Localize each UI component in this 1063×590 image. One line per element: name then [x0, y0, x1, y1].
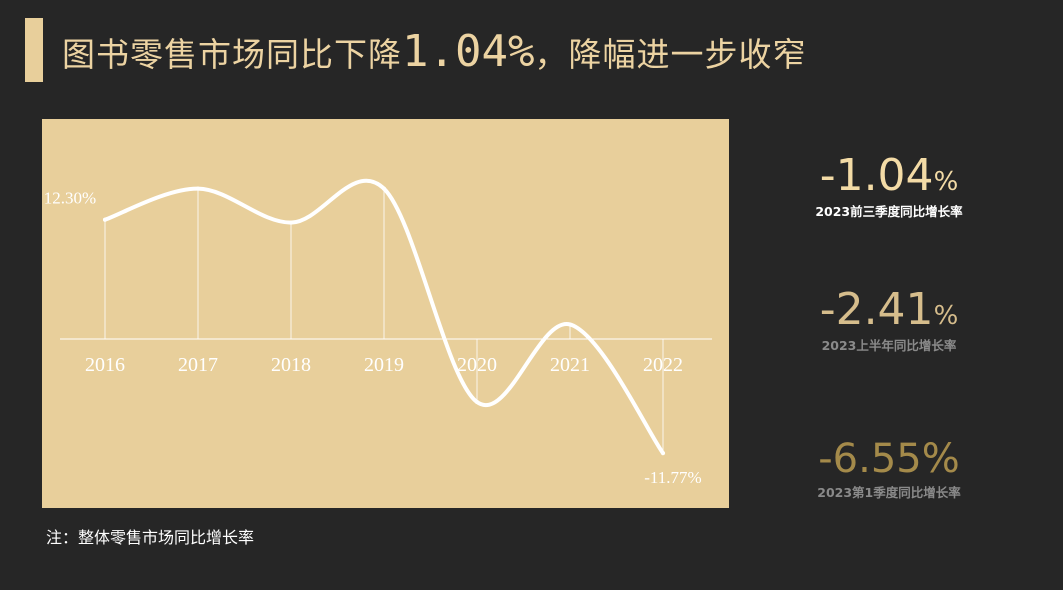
- stat-value: -2.41%: [819, 284, 959, 335]
- x-tick-label-2020: 2020: [457, 354, 497, 376]
- chart-panel: 2016 2017 2018 2019 2020 2021 2022 12.30% -11.77…: [42, 119, 729, 508]
- stat-value: -6.55%: [818, 436, 960, 482]
- title-accent-bar: [25, 18, 43, 82]
- data-point-2021: [568, 322, 572, 327]
- data-label-2022: -11.77%: [644, 468, 701, 487]
- x-tick-label-2018: 2018: [271, 354, 311, 376]
- data-point-2020: [475, 400, 479, 405]
- stat-caption: 2023第1季度同比增长率: [817, 485, 961, 500]
- stat-h1: -2.41% 2023上半年同比增长率: [800, 284, 978, 354]
- data-label-2016: 12.30%: [44, 189, 96, 208]
- data-point-2016: [103, 217, 107, 222]
- stat-value: -1.04%: [819, 150, 959, 201]
- data-point-2019: [382, 186, 386, 191]
- x-tick-label-2017: 2017: [178, 354, 218, 376]
- data-point-2022: [661, 451, 665, 456]
- footnote: 注：整体零售市场同比增长率: [46, 528, 255, 547]
- x-tick-label-2021: 2021: [550, 354, 590, 376]
- title-prefix: 图书零售市场同比下降: [62, 35, 402, 74]
- stat-q1: -6.55% 2023第1季度同比增长率: [800, 436, 978, 501]
- line-chart: 2016 2017 2018 2019 2020 2021 2022 12.30% -11.77…: [44, 178, 712, 487]
- x-tick-label-2022: 2022: [643, 354, 683, 376]
- stat-caption: 2023上半年同比增长率: [821, 338, 957, 353]
- page-title: 图书零售市场同比下降1.04%，降幅进一步收窄: [62, 24, 806, 80]
- stat-q1-q3: -1.04% 2023前三季度同比增长率: [800, 150, 978, 220]
- data-point-2017: [196, 186, 200, 191]
- x-tick-label-2016: 2016: [85, 354, 125, 376]
- title-highlight: 1.04%: [402, 26, 535, 77]
- stat-caption: 2023前三季度同比增长率: [815, 204, 963, 219]
- title-suffix: ，降幅进一步收窄: [534, 35, 807, 74]
- data-point-2018: [289, 220, 293, 225]
- x-tick-label-2019: 2019: [364, 354, 404, 376]
